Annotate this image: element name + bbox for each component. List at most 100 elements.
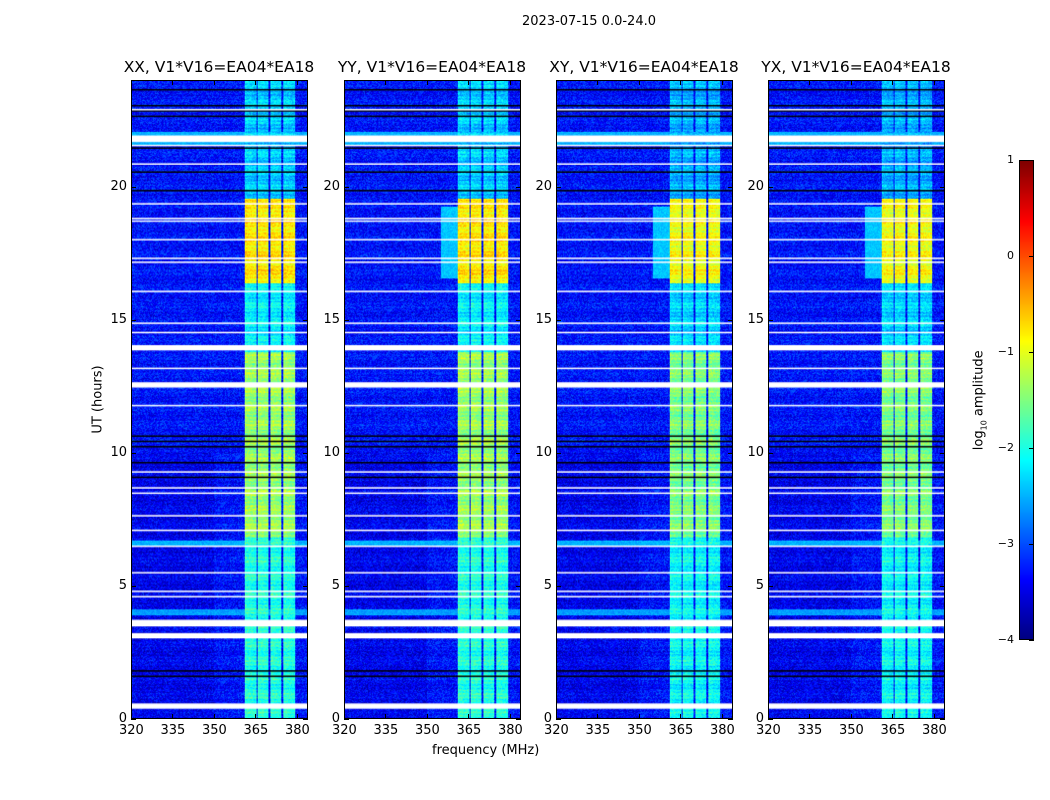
x-tick — [892, 80, 894, 85]
x-tick — [768, 714, 769, 719]
x-tick — [556, 714, 557, 719]
colorbar-tick-label: 0 — [1007, 249, 1014, 262]
x-tick — [344, 80, 345, 85]
x-tick-label: 350 — [626, 723, 652, 738]
y-tick — [728, 585, 733, 587]
y-tick — [768, 585, 773, 587]
x-tick-label: 335 — [585, 723, 611, 738]
y-tick — [940, 719, 945, 720]
x-tick — [638, 714, 640, 719]
y-tick-label: 5 — [543, 577, 552, 593]
y-tick-label: 0 — [118, 711, 127, 726]
panel-title: XY, V1*V16=EA04*EA18 — [549, 58, 739, 76]
y-tick — [940, 585, 945, 587]
y-tick-label: 15 — [110, 311, 127, 327]
colorbar-tick — [1029, 448, 1034, 449]
x-tick-label: 320 — [756, 723, 781, 738]
x-tick — [468, 714, 470, 719]
colorbar-tick — [1029, 544, 1034, 545]
colorbar-tick-label: −3 — [997, 537, 1014, 550]
y-tick — [940, 186, 945, 188]
y-tick-label: 15 — [323, 311, 340, 327]
y-tick-label: 0 — [755, 711, 764, 726]
x-tick — [556, 80, 557, 85]
x-tick-label: 350 — [414, 723, 440, 738]
x-tick-label: 380 — [497, 723, 523, 738]
colorbar-gradient — [1020, 161, 1033, 639]
y-tick — [516, 585, 521, 587]
x-tick-label: 365 — [880, 723, 906, 738]
figure-title: 2023-07-15 0.0-24.0 — [522, 14, 656, 29]
colorbar-tick-label: −4 — [997, 633, 1014, 646]
y-tick — [131, 319, 136, 321]
x-tick — [721, 714, 723, 719]
x-tick-label: 320 — [119, 723, 144, 738]
y-tick — [303, 319, 308, 321]
x-tick — [933, 80, 935, 85]
y-tick — [344, 186, 349, 188]
x-tick — [213, 714, 215, 719]
x-tick-label: 350 — [201, 723, 227, 738]
x-tick — [296, 80, 298, 85]
y-tick-label: 5 — [118, 577, 127, 593]
panel-title: YY, V1*V16=EA04*EA18 — [337, 58, 527, 76]
x-tick — [850, 80, 852, 85]
x-tick — [426, 714, 428, 719]
x-tick — [597, 80, 599, 85]
y-tick — [728, 719, 733, 720]
y-tick-label: 10 — [323, 444, 340, 460]
heatmap-image — [557, 81, 732, 718]
y-tick-label: 20 — [323, 178, 340, 194]
y-tick-label: 15 — [535, 311, 552, 327]
colorbar-tick-label: 1 — [1007, 153, 1014, 166]
y-tick — [303, 585, 308, 587]
y-tick — [728, 452, 733, 454]
x-tick-label: 365 — [668, 723, 694, 738]
y-tick — [131, 452, 136, 454]
y-tick — [768, 186, 773, 188]
y-tick-label: 5 — [331, 577, 340, 593]
colorbar-label-log: log — [971, 430, 987, 451]
x-tick — [509, 714, 511, 719]
heatmap-image — [132, 81, 307, 718]
y-tick — [303, 186, 308, 188]
x-tick — [892, 714, 894, 719]
x-tick — [850, 714, 852, 719]
x-tick-label: 380 — [284, 723, 310, 738]
y-tick — [344, 719, 349, 720]
y-tick-label: 0 — [331, 711, 340, 726]
y-tick — [768, 452, 773, 454]
colorbar-tick — [1029, 640, 1034, 641]
x-tick — [509, 80, 511, 85]
y-tick — [556, 319, 561, 321]
y-tick — [516, 319, 521, 321]
x-tick — [468, 80, 470, 85]
x-tick — [721, 80, 723, 85]
y-tick-label: 10 — [110, 444, 127, 460]
y-tick-label: 0 — [543, 711, 552, 726]
x-axis-label: frequency (MHz) — [432, 743, 540, 758]
colorbar-tick — [1029, 352, 1034, 353]
x-tick — [385, 714, 387, 719]
heatmap-image — [769, 81, 944, 718]
y-tick — [556, 452, 561, 454]
y-tick — [556, 719, 561, 720]
x-tick-label: 335 — [797, 723, 823, 738]
y-tick-label: 20 — [110, 178, 127, 194]
panel-title: XX, V1*V16=EA04*EA18 — [123, 58, 315, 76]
x-tick — [255, 80, 257, 85]
y-tick — [344, 452, 349, 454]
y-tick — [516, 719, 521, 720]
y-tick — [556, 585, 561, 587]
y-tick — [516, 186, 521, 188]
x-tick — [638, 80, 640, 85]
colorbar — [1019, 160, 1034, 640]
colorbar-label-base: 10 — [979, 420, 989, 431]
x-tick — [131, 714, 132, 719]
y-tick — [131, 585, 136, 587]
y-tick-label: 20 — [747, 178, 764, 194]
x-tick — [768, 80, 769, 85]
heatmap-panel-xx — [131, 80, 308, 719]
x-tick — [172, 714, 174, 719]
y-tick — [303, 452, 308, 454]
